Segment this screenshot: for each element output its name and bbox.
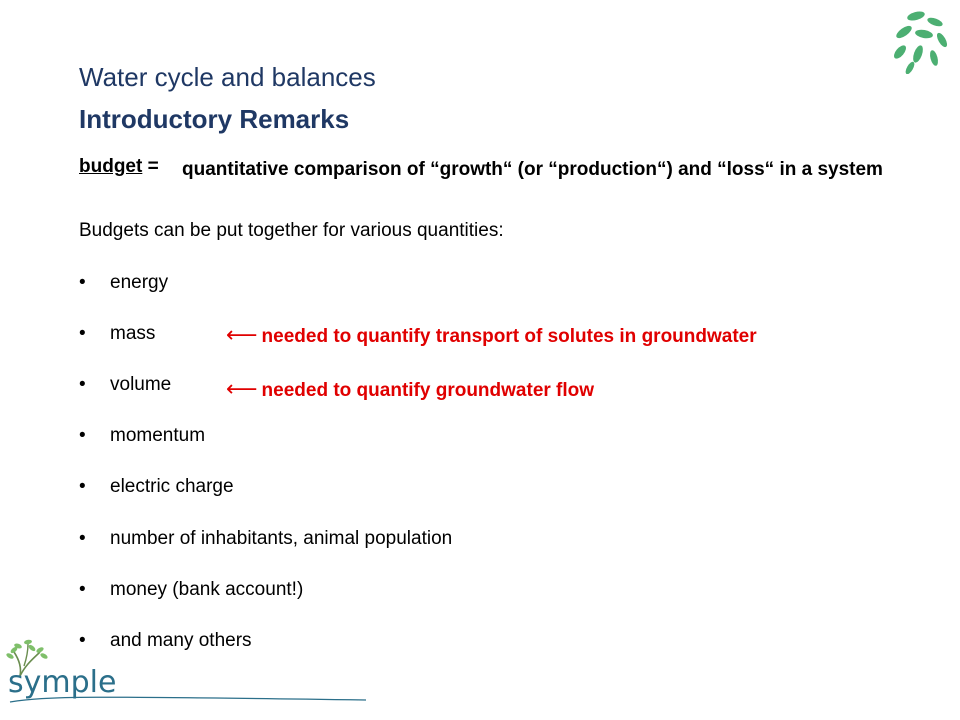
list-item-label: electric charge: [110, 476, 234, 497]
bullet-icon: •: [79, 272, 86, 293]
logo-underline: [9, 696, 367, 703]
volume-note-text: needed to quantify groundwater flow: [261, 380, 595, 401]
list-item-label: volume: [110, 374, 172, 395]
list-item-label: number of inhabitants, animal population: [110, 528, 453, 549]
definition-term-word: budget: [79, 156, 143, 177]
definition-equals: =: [142, 156, 159, 177]
volume-note: ⟵ needed to quantify groundwater flow: [226, 376, 594, 402]
symple-logo-text: symple: [8, 665, 116, 700]
bullet-icon: •: [79, 476, 86, 497]
definition-term: budget =: [79, 156, 159, 178]
mass-note-text: needed to quantify transport of solutes …: [261, 326, 757, 347]
bullet-icon: •: [79, 323, 86, 344]
list-item-label: mass: [110, 323, 156, 344]
list-item-label: energy: [110, 272, 169, 293]
symple-logo: symple: [6, 639, 367, 703]
list-item-label: and many others: [110, 630, 252, 651]
bullet-icon: •: [79, 579, 86, 600]
slide-title: Water cycle and balances: [79, 62, 376, 92]
bullet-icon: •: [79, 528, 86, 549]
leaf-logo-icon: [894, 11, 948, 74]
definition-text: quantitative comparison of “growth“ (or …: [182, 159, 883, 180]
bullet-icon: •: [79, 374, 86, 395]
tree-icon: [6, 639, 48, 677]
left-arrow-icon: ⟵: [226, 322, 258, 347]
bullet-icon: •: [79, 630, 86, 651]
left-arrow-icon: ⟵: [226, 376, 258, 401]
intro-text: Budgets can be put together for various …: [79, 220, 504, 241]
list-item-label: money (bank account!): [110, 579, 304, 600]
bullet-icon: •: [79, 425, 86, 446]
slide-subtitle: Introductory Remarks: [79, 104, 350, 134]
list-item-label: momentum: [110, 425, 206, 446]
mass-note: ⟵ needed to quantify transport of solutes…: [226, 322, 757, 348]
